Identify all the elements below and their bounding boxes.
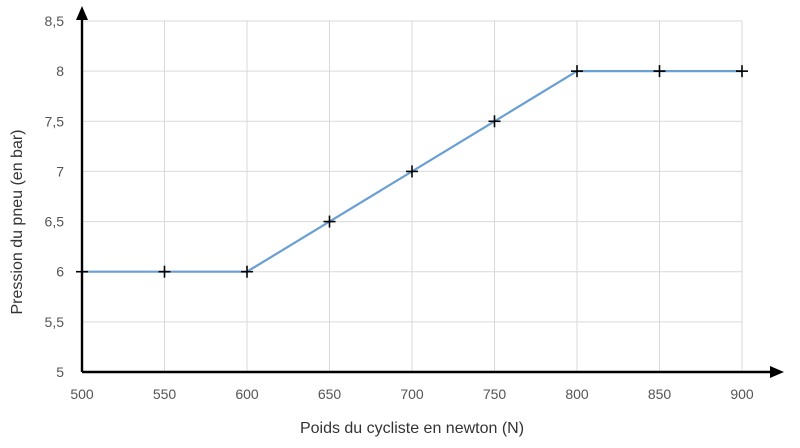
y-axis-title: Pression du pneu (en bar)	[9, 130, 26, 315]
tick-labels: 500 550 600 650 700 750 800 850 900 5 5,5 6 6,5 7 7,5 8…	[45, 13, 754, 402]
data-point-8	[736, 65, 748, 78]
y-tick-label-2: 6	[56, 264, 64, 280]
data-point-5	[488, 115, 501, 128]
y-tick-label-5: 7,5	[45, 113, 65, 129]
data-point-2	[241, 265, 253, 278]
data-point-4	[406, 165, 418, 178]
data-point-3	[323, 215, 336, 228]
y-tick-label-6: 8	[56, 63, 64, 79]
y-tick-label-1: 5,5	[45, 314, 65, 330]
y-tick-label-7: 8,5	[45, 13, 65, 29]
x-tick-label-3: 650	[318, 386, 342, 402]
x-tick-label-4: 700	[400, 386, 424, 402]
x-tick-label-2: 600	[235, 386, 259, 402]
x-tick-label-5: 750	[483, 386, 507, 402]
grid	[82, 20, 743, 372]
data-point-7	[653, 65, 666, 78]
data-point-6	[571, 65, 583, 78]
axes	[76, 6, 784, 378]
x-tick-label-6: 800	[565, 386, 589, 402]
x-tick-label-8: 900	[730, 386, 754, 402]
x-tick-label-0: 500	[70, 386, 94, 402]
x-axis-title: Poids du cycliste en newton (N)	[300, 420, 524, 437]
y-tick-label-3: 6,5	[45, 214, 65, 230]
x-axis-arrow	[770, 366, 784, 378]
x-tick-label-1: 550	[153, 386, 177, 402]
y-tick-label-4: 7	[56, 163, 64, 179]
y-axis-arrow	[76, 6, 88, 20]
data-point-1	[158, 265, 171, 278]
y-tick-label-0: 5	[56, 364, 64, 380]
x-tick-label-7: 850	[648, 386, 672, 402]
